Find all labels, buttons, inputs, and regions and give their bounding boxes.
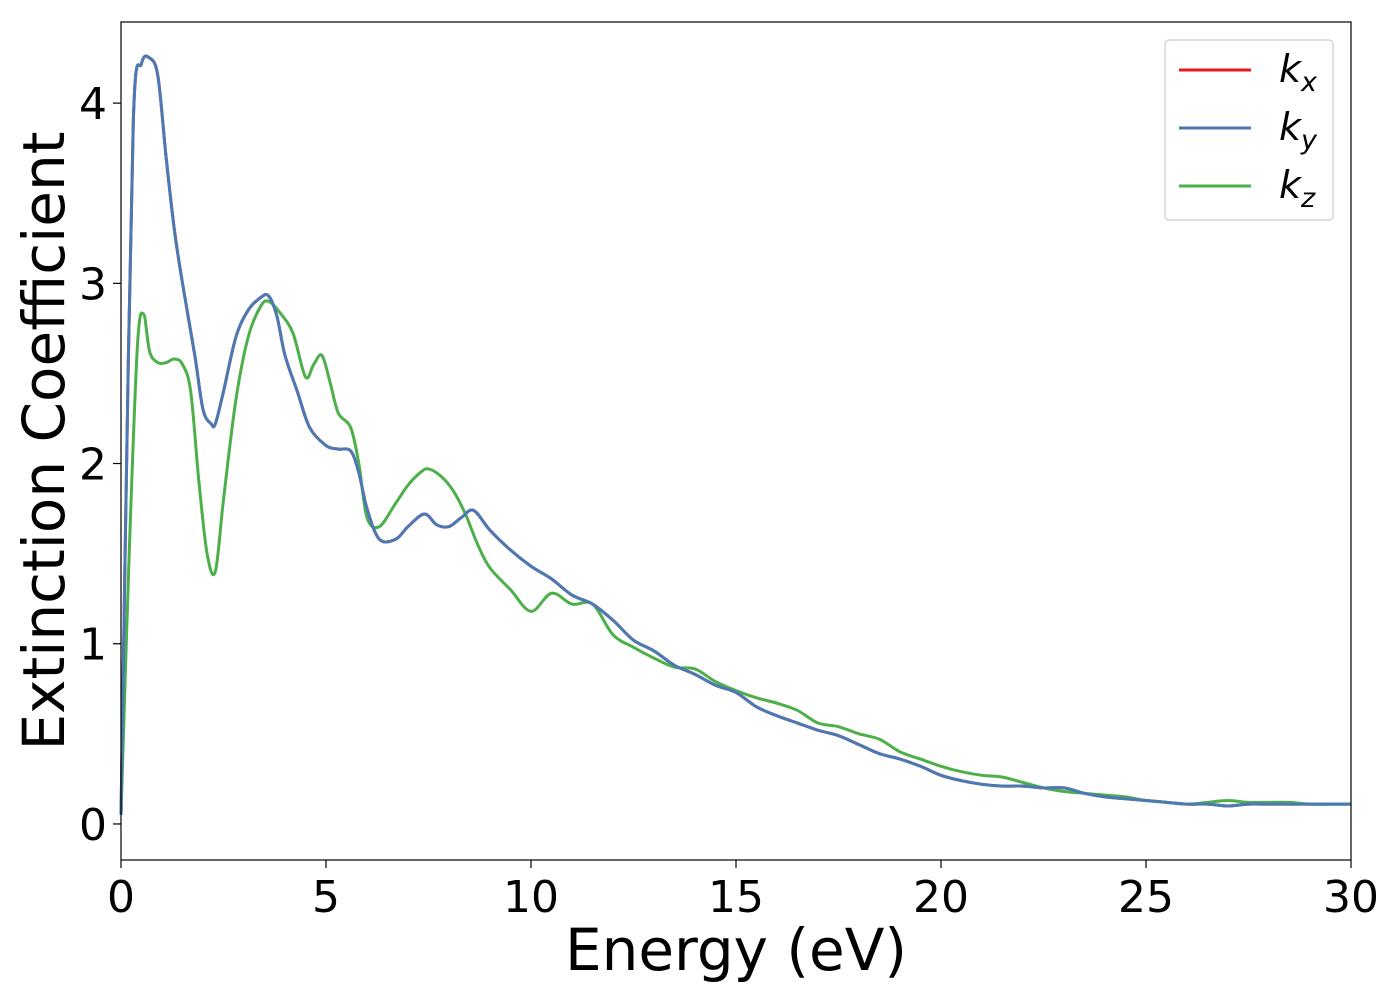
x-tick-label: 15 (708, 872, 764, 923)
legend-label: kz (1279, 163, 1316, 214)
x-tick-label: 0 (107, 872, 135, 923)
x-axis-ticks: 0 5 10 15 20 25 30 (107, 860, 1379, 923)
y-tick-label: 2 (79, 440, 107, 491)
y-tick-label: 1 (79, 620, 107, 671)
x-tick-label: 10 (503, 872, 559, 923)
legend-label-main: k (1279, 105, 1303, 149)
series-layer (119, 54, 1351, 815)
x-tick-label: 30 (1323, 872, 1379, 923)
x-tick-label: 5 (312, 872, 340, 923)
legend-label-main: k (1279, 163, 1303, 207)
x-tick-label: 25 (1118, 872, 1174, 923)
legend-box (1164, 39, 1334, 221)
x-tick-label: 20 (913, 872, 969, 923)
legend-label-subscript: z (1300, 183, 1316, 214)
series-line-k-y (119, 54, 1351, 815)
legend-label-main: k (1279, 47, 1303, 91)
legend-label-subscript: y (1300, 125, 1318, 156)
y-tick-label: 3 (79, 259, 107, 310)
y-tick-label: 0 (79, 800, 107, 851)
legend-label: ky (1279, 105, 1318, 156)
legend-label-subscript: x (1300, 67, 1318, 98)
legend-label: kx (1279, 47, 1318, 98)
y-axis-label: Extinction Coefficient (10, 132, 78, 751)
series-line-k-z (119, 299, 1351, 815)
y-tick-label: 4 (79, 79, 107, 130)
y-axis-ticks: 0 1 2 3 4 (79, 79, 121, 851)
x-axis-label: Energy (eV) (565, 916, 907, 984)
